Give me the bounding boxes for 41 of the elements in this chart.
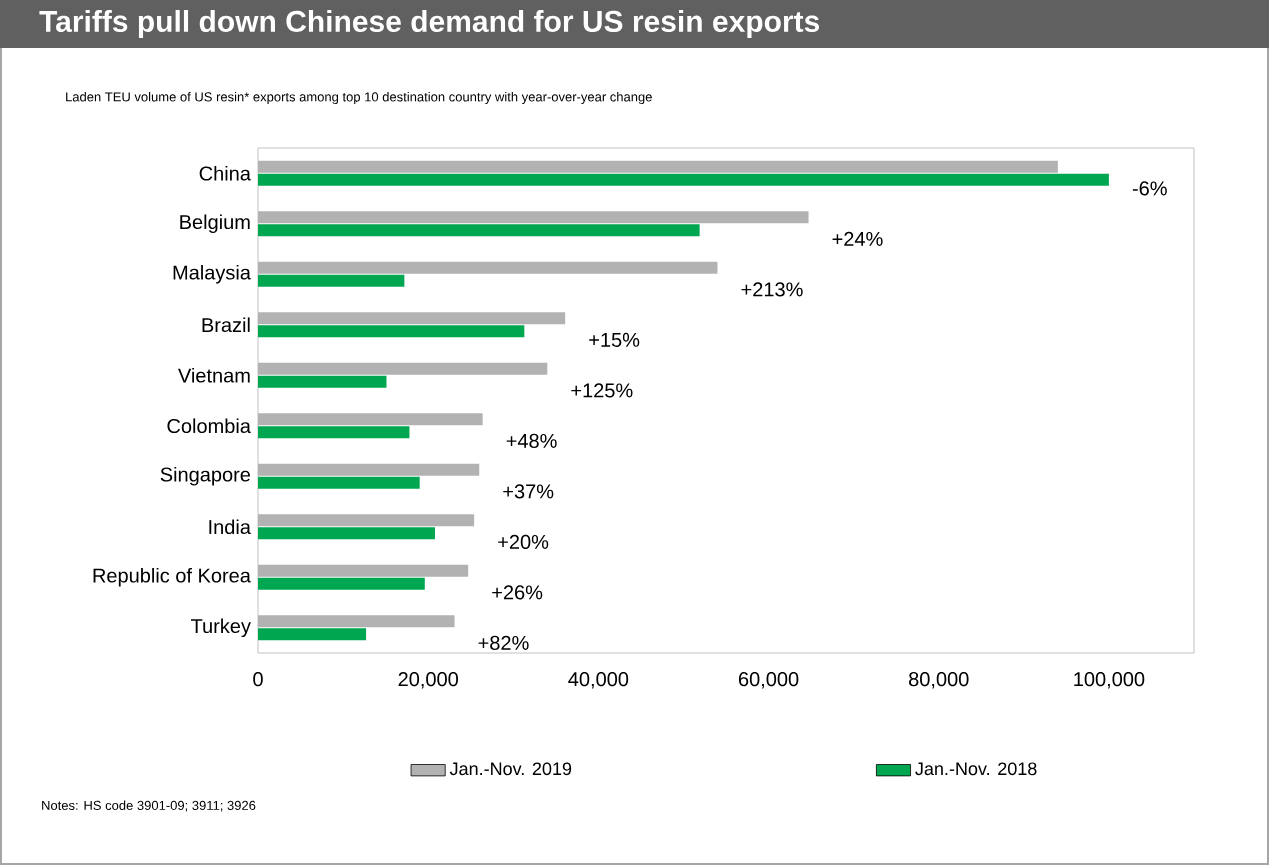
x-tick-label: 60,000 — [738, 672, 799, 689]
x-tick-label: 20,000 — [398, 672, 458, 689]
y-tick-label: Turkey — [191, 618, 251, 638]
bar — [258, 224, 700, 237]
bar — [258, 628, 367, 641]
annotation: +37% — [503, 484, 554, 499]
annotation: -6% — [1132, 181, 1167, 196]
bar — [258, 577, 425, 590]
bar — [258, 527, 435, 540]
x-tick-label: 40,000 — [568, 672, 629, 689]
bar — [258, 173, 1109, 186]
annotation: +48% — [506, 433, 557, 448]
legend-label: Jan.-Nov. 2019 — [449, 762, 572, 776]
x-tick-label: 80,000 — [909, 672, 969, 689]
y-tick-label: Brazil — [202, 317, 250, 333]
annotation: +125% — [571, 383, 633, 398]
y-tick-label: Colombia — [167, 418, 251, 434]
bar — [258, 476, 420, 489]
bar — [258, 274, 405, 287]
annotation: +24% — [832, 231, 883, 246]
chart-title: Tariffs pull down Chinese demand for US resin exports — [39, 10, 820, 38]
x-tick-label: 100,000 — [1074, 672, 1145, 689]
annotation: +20% — [498, 534, 549, 549]
y-tick-label: Malaysia — [173, 264, 251, 284]
y-tick-label: Republic of Korea — [93, 567, 251, 587]
text: Notes: HS code 3901-09; 3911; 3926 — [42, 800, 256, 812]
x-tick-label: 0 — [253, 672, 263, 687]
annotation: +82% — [478, 635, 529, 650]
y-tick-label: India — [209, 519, 251, 535]
chart-subtitle: Laden TEU volume of US resin* exports among top 10 destination country with year-over-year change — [66, 91, 652, 105]
bar — [258, 426, 410, 439]
y-tick-label: Singapore — [160, 466, 251, 486]
legend-label: Jan.-Nov. 2018 — [915, 762, 1037, 776]
bar — [258, 325, 525, 338]
y-tick-label: China — [199, 165, 251, 181]
bar — [258, 375, 387, 388]
annotation: +15% — [589, 332, 640, 347]
annotation: +26% — [492, 585, 543, 600]
y-tick-label: Vietnam — [178, 367, 250, 383]
y-tick-label: Belgium — [180, 214, 250, 234]
annotation: +213% — [741, 282, 803, 297]
